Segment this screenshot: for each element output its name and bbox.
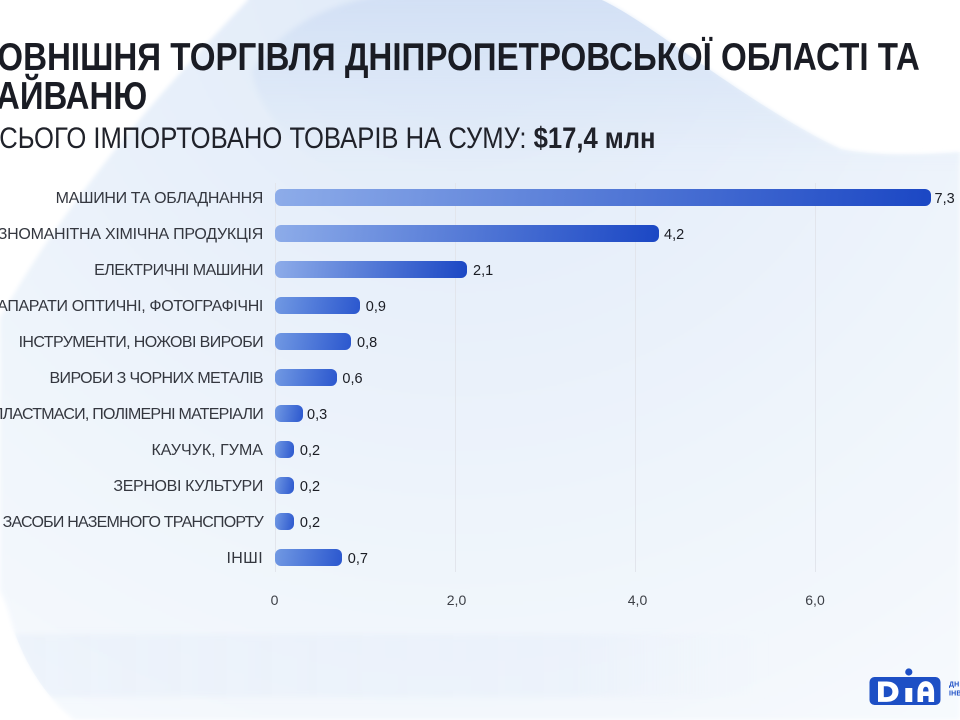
svg-text:ДНІПРОПЕ: ДНІПРОПЕ xyxy=(949,682,960,689)
svg-text:ІНВЕСТИЦ: ІНВЕСТИЦ xyxy=(949,691,960,698)
